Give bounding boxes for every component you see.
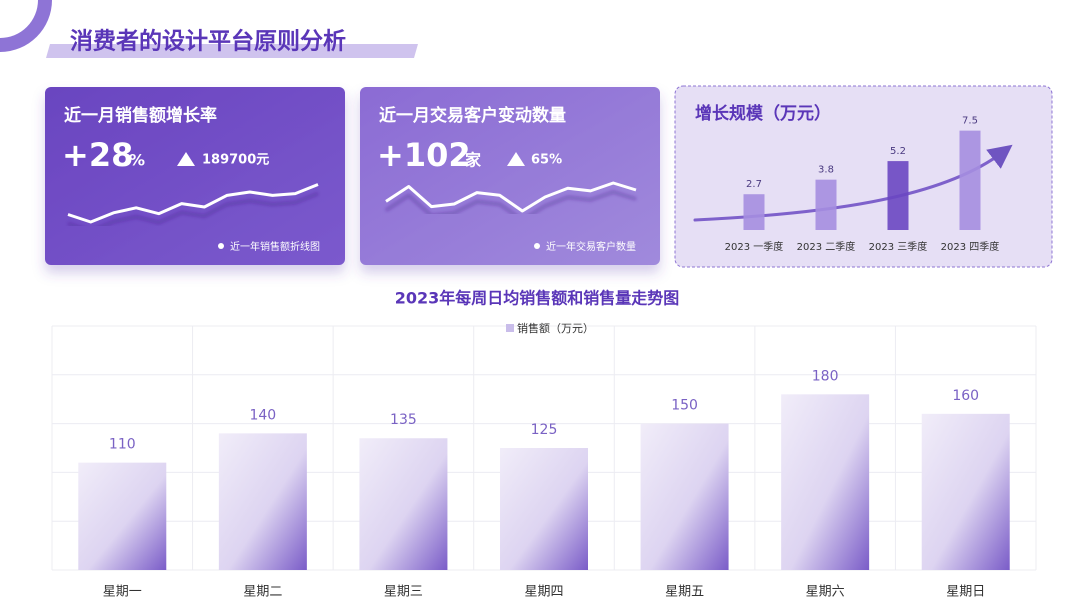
data-label: 150: [671, 398, 698, 414]
bar: [781, 394, 870, 570]
data-label: 2.7: [746, 179, 762, 190]
corner-decoration: [0, 0, 38, 38]
x-tick-label: 星期二: [243, 585, 282, 600]
x-tick-label: 2023 二季度: [797, 240, 856, 253]
kpi-card: [360, 87, 660, 265]
x-tick-label: 星期四: [524, 585, 563, 600]
kpi-change: 65%: [531, 153, 562, 168]
kpi-unit: 家: [465, 151, 482, 170]
data-label: 125: [531, 422, 558, 438]
data-label: 3.8: [818, 165, 834, 176]
card-title: 近一月交易客户变动数量: [379, 105, 566, 126]
bar: [921, 413, 1010, 570]
page-title: 消费者的设计平台原则分析: [70, 28, 346, 55]
legend-label: 销售额（万元）: [517, 321, 594, 335]
data-label: 5.2: [890, 146, 906, 157]
bar: [959, 130, 981, 230]
kpi-unit: %: [129, 151, 145, 170]
legend-label: 近一年销售额折线图: [230, 240, 320, 253]
data-label: 140: [249, 407, 276, 423]
bar: [815, 179, 837, 230]
chart-card: [674, 85, 1053, 268]
title-underline: [46, 44, 418, 58]
data-label: 110: [109, 437, 136, 453]
up-icon: [177, 152, 195, 166]
x-tick-label: 星期三: [384, 585, 423, 600]
data-label: 7.5: [962, 116, 978, 127]
x-tick-label: 2023 一季度: [725, 240, 784, 253]
bar: [500, 448, 588, 570]
card-title: 近一月销售额增长率: [64, 105, 217, 126]
x-tick-label: 2023 四季度: [941, 240, 1000, 253]
x-tick-label: 2023 三季度: [869, 240, 928, 253]
data-label: 160: [952, 388, 979, 404]
legend-label: 近一年交易客户数量: [546, 240, 636, 253]
legend-dot: [534, 243, 540, 249]
sparkline: [67, 183, 319, 224]
chart-title: 增长规模（万元）: [695, 103, 831, 124]
kpi-value: +102: [377, 136, 471, 174]
kpi-change: 189700元: [202, 153, 269, 168]
sparkline: [385, 181, 637, 213]
legend-dot: [218, 243, 224, 249]
bar: [640, 423, 729, 570]
bar: [887, 161, 909, 230]
bar: [359, 438, 448, 570]
up-icon: [507, 152, 525, 166]
bar: [743, 194, 765, 230]
x-tick-label: 星期五: [665, 585, 704, 600]
x-tick-label: 星期一: [103, 585, 142, 600]
chart-title: 2023年每周日均销售额和销售量走势图: [395, 289, 680, 308]
legend-swatch: [506, 324, 514, 332]
data-label: 135: [390, 412, 417, 428]
x-tick-label: 星期日: [946, 585, 985, 600]
bar: [218, 433, 307, 570]
kpi-value: +28: [62, 136, 133, 174]
kpi-card: [45, 87, 345, 265]
x-tick-label: 星期六: [806, 585, 845, 600]
data-label: 180: [812, 368, 839, 384]
bar: [78, 462, 167, 570]
